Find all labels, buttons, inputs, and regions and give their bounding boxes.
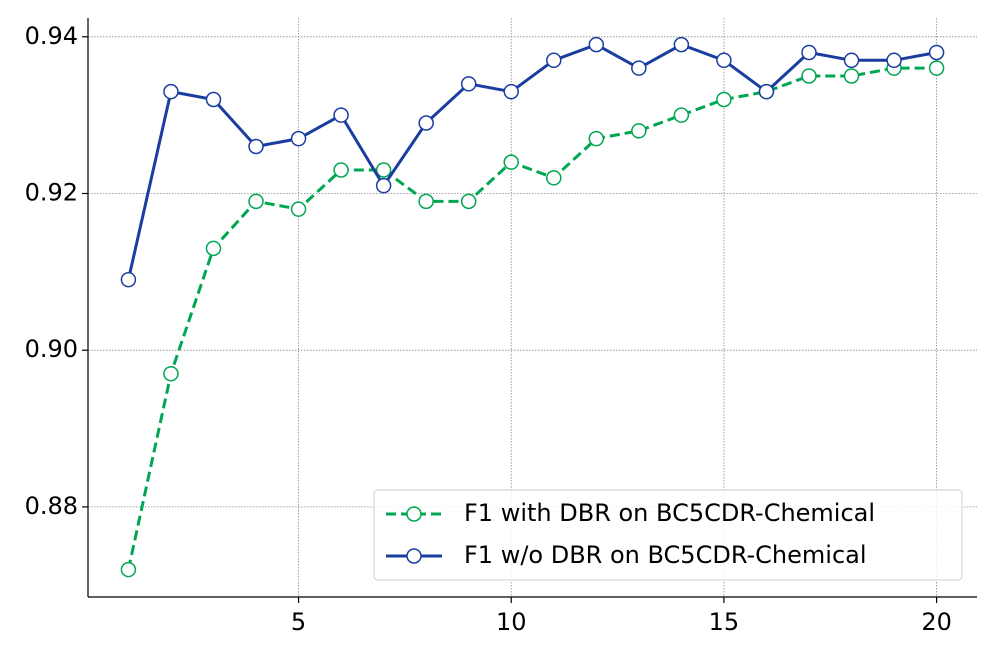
x-tick-label: 15 xyxy=(709,608,740,636)
data-point xyxy=(460,193,477,210)
data-point xyxy=(418,193,434,210)
data-point xyxy=(120,271,137,288)
data-point xyxy=(120,561,137,578)
data-point xyxy=(503,154,519,170)
data-point xyxy=(631,123,647,139)
data-point xyxy=(333,107,349,123)
data-point xyxy=(333,162,349,178)
data-point xyxy=(928,44,945,61)
data-point xyxy=(631,60,647,76)
legend-marker xyxy=(406,506,422,522)
data-point xyxy=(801,68,817,84)
data-point xyxy=(886,52,902,69)
y-tick-label: 0.90 xyxy=(25,335,78,363)
data-point xyxy=(928,60,945,76)
data-point xyxy=(205,240,222,257)
y-tick-label: 0.92 xyxy=(25,179,78,207)
y-tick-label: 0.88 xyxy=(25,492,78,520)
legend-label: F1 with DBR on BC5CDR-Chemical xyxy=(464,499,875,527)
x-tick-label: 20 xyxy=(921,608,952,636)
data-point xyxy=(503,83,519,100)
data-point xyxy=(460,76,477,92)
data-point xyxy=(716,91,732,108)
y-tick-label: 0.94 xyxy=(25,22,78,50)
data-point xyxy=(758,83,775,100)
legend-box xyxy=(373,489,963,581)
data-point xyxy=(290,201,307,217)
data-point xyxy=(843,68,860,84)
legend-label: F1 w/o DBR on BC5CDR-Chemical xyxy=(464,541,867,569)
data-point xyxy=(843,52,860,69)
data-point xyxy=(290,130,307,147)
data-point xyxy=(588,36,605,53)
data-point xyxy=(716,52,732,69)
legend: F1 with DBR on BC5CDR-Chemical F1 w/o DBR… xyxy=(373,489,963,581)
x-tick-label: 5 xyxy=(291,608,306,636)
data-point xyxy=(546,52,562,69)
data-point xyxy=(673,36,690,53)
data-point xyxy=(546,170,562,186)
legend-marker xyxy=(406,548,422,564)
data-point xyxy=(801,44,817,61)
data-point xyxy=(588,130,605,147)
data-point xyxy=(205,91,222,108)
x-tick-label: 10 xyxy=(496,608,527,636)
data-point xyxy=(248,193,264,210)
data-point xyxy=(418,115,434,131)
data-point xyxy=(163,365,179,382)
data-point xyxy=(673,107,690,123)
data-point xyxy=(248,138,264,155)
data-point xyxy=(375,177,392,194)
data-point xyxy=(163,83,179,100)
data-point xyxy=(375,162,392,178)
